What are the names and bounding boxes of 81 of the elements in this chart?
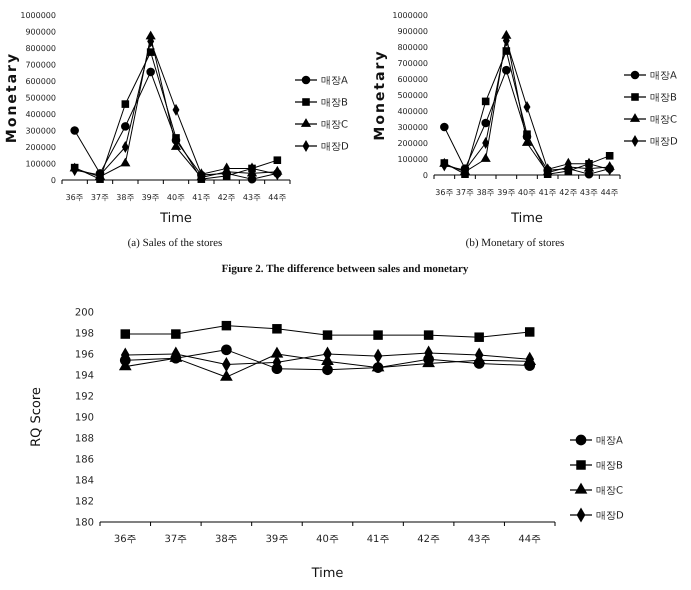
- y-tick-label: 190: [74, 412, 94, 424]
- x-tick-label: 40주: [166, 193, 186, 202]
- y-axis-title: RQ Score: [29, 387, 44, 447]
- text: (a) Sales of the stores: [128, 237, 222, 249]
- x-axis-title: Time: [310, 566, 344, 581]
- y-tick-label: 700000: [25, 60, 56, 70]
- x-tick-label: 37주: [164, 534, 188, 545]
- y-tick-label: 186: [74, 454, 94, 466]
- y-tick-label: 500000: [25, 93, 56, 102]
- y-tick-label: 200000: [397, 138, 428, 148]
- y-tick-label: 196: [74, 350, 94, 360]
- y-tick-label: 300000: [25, 126, 56, 136]
- x-axis-title: Time: [159, 211, 192, 226]
- caption: Figure 2. The difference between sales and monetary: [222, 263, 469, 275]
- x-tick-label: 36주: [114, 534, 137, 545]
- y-tick-label: 800000: [25, 44, 56, 53]
- x-tick-label: 39주: [266, 534, 288, 545]
- legend-label: 매장D: [650, 136, 678, 148]
- legend-label: 매장D: [321, 142, 349, 152]
- x-tick-label: 44주: [268, 193, 286, 202]
- x-tick-label: 37주: [90, 193, 110, 202]
- legend-label: 매장B: [596, 460, 623, 472]
- y-tick-label: 1000000: [20, 10, 56, 20]
- y-tick-label: 180: [74, 518, 94, 528]
- y-tick-label: 300000: [397, 122, 428, 132]
- y-tick-label: 0: [422, 170, 428, 180]
- legend-label: 매장A: [321, 76, 348, 86]
- x-axis-title: Time: [510, 211, 543, 226]
- legend-label: 매장C: [596, 486, 623, 496]
- y-tick-label: 400000: [397, 106, 428, 116]
- y-tick-label: 184: [74, 476, 94, 486]
- legend-label: 매장B: [650, 92, 677, 104]
- y-axis-title: Monetary: [4, 52, 20, 144]
- x-tick-label: 43주: [580, 188, 598, 197]
- y-tick-label: 200: [74, 308, 94, 318]
- x-tick-label: 44주: [518, 534, 542, 545]
- y-tick-label: 500000: [397, 90, 428, 100]
- y-tick-label: 100000: [25, 159, 56, 168]
- x-tick-label: 40주: [518, 188, 536, 197]
- x-tick-label: 41주: [538, 188, 557, 197]
- y-axis-title: Monetary: [372, 49, 388, 141]
- x-tick-label: 39주: [142, 193, 160, 202]
- legend-label: 매장D: [596, 510, 624, 522]
- x-tick-label: 37주: [456, 188, 474, 197]
- y-tick-label: 1000000: [392, 10, 428, 20]
- y-tick-label: 194: [74, 370, 94, 382]
- y-tick-label: 700000: [397, 58, 428, 68]
- legend-label: 매장A: [596, 436, 623, 446]
- x-tick-label: 38주: [116, 193, 134, 202]
- y-tick-label: 400000: [25, 110, 56, 119]
- x-tick-label: 36주: [435, 188, 454, 197]
- text: (b) Monetary of stores: [466, 237, 564, 249]
- y-tick-label: 800000: [397, 42, 428, 52]
- x-tick-label: 40주: [316, 534, 339, 545]
- y-tick-label: 188: [74, 434, 94, 444]
- x-tick-label: 42주: [559, 188, 578, 197]
- y-tick-label: 0: [50, 176, 56, 185]
- y-tick-label: 192: [74, 392, 94, 402]
- x-tick-label: 41주: [192, 193, 210, 202]
- y-tick-label: 600000: [25, 76, 56, 86]
- x-tick-label: 41주: [366, 534, 390, 545]
- x-tick-label: 42주: [218, 193, 236, 202]
- legend-label: 매장C: [650, 114, 677, 126]
- y-tick-label: 900000: [25, 27, 56, 36]
- y-tick-label: 900000: [397, 26, 428, 36]
- y-tick-label: 600000: [397, 74, 428, 84]
- x-tick-label: 42주: [417, 534, 440, 545]
- x-tick-label: 43주: [242, 193, 262, 202]
- x-tick-label: 44주: [600, 188, 619, 197]
- y-tick-label: 198: [74, 328, 94, 340]
- legend-label: 매장C: [321, 120, 348, 130]
- legend-label: 매장A: [650, 70, 677, 82]
- x-tick-label: 36주: [66, 193, 84, 202]
- x-tick-label: 38주: [476, 188, 495, 197]
- y-tick-label: 100000: [397, 154, 428, 164]
- x-tick-label: 43주: [468, 534, 491, 545]
- legend-label: 매장B: [321, 98, 348, 108]
- x-tick-label: 39주: [497, 188, 516, 197]
- y-tick-label: 182: [74, 496, 94, 508]
- x-tick-label: 38주: [215, 534, 238, 545]
- y-tick-label: 200000: [25, 142, 56, 152]
